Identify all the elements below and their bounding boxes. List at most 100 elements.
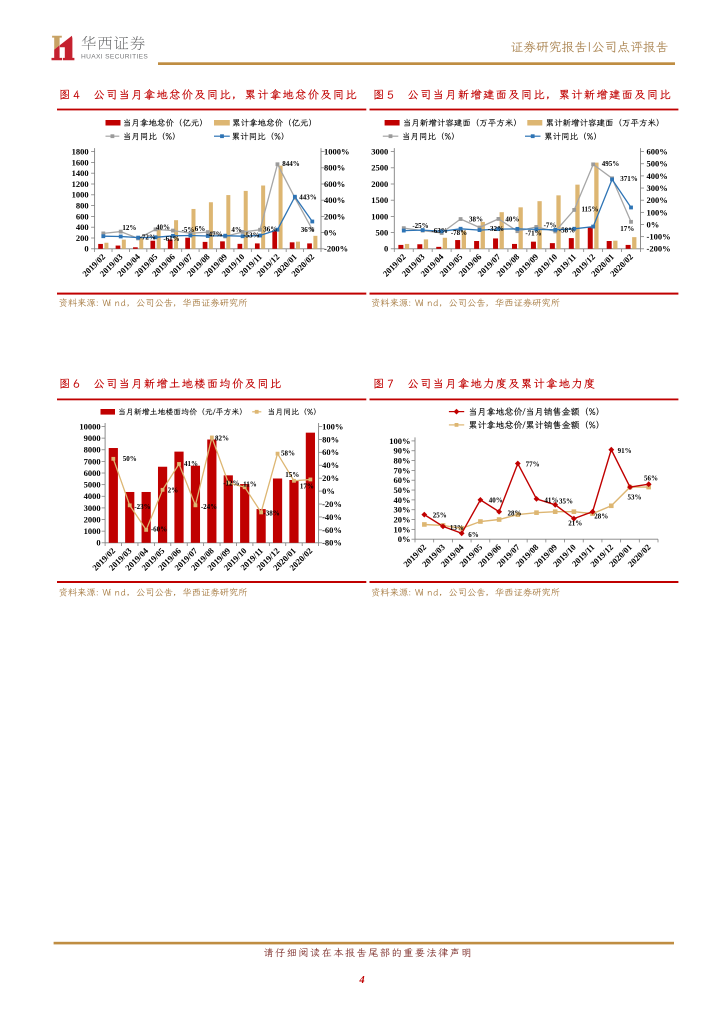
svg-text:4000: 4000 bbox=[84, 491, 101, 501]
svg-text:600: 600 bbox=[76, 211, 89, 221]
svg-text:-100%: -100% bbox=[647, 232, 671, 242]
svg-text:-58%: -58% bbox=[559, 226, 575, 234]
svg-text:2500: 2500 bbox=[371, 163, 388, 173]
svg-text:-60%: -60% bbox=[151, 526, 167, 534]
svg-text:80%: 80% bbox=[322, 434, 339, 444]
svg-text:-5%: -5% bbox=[182, 226, 195, 234]
svg-text:17%: 17% bbox=[620, 225, 634, 233]
svg-text:-38%: -38% bbox=[263, 510, 279, 518]
svg-text:28%: 28% bbox=[594, 513, 608, 521]
svg-text:495%: 495% bbox=[602, 160, 620, 168]
svg-text:20%: 20% bbox=[394, 514, 411, 524]
svg-text:800%: 800% bbox=[324, 163, 345, 173]
svg-text:-53%: -53% bbox=[243, 232, 259, 240]
svg-text:-40%: -40% bbox=[322, 512, 342, 522]
svg-text:2000: 2000 bbox=[84, 514, 101, 524]
svg-text:60%: 60% bbox=[394, 475, 411, 485]
svg-text:200%: 200% bbox=[647, 195, 668, 205]
svg-text:-78%: -78% bbox=[451, 229, 467, 237]
svg-text:50%: 50% bbox=[394, 485, 411, 495]
svg-text:443%: 443% bbox=[299, 194, 317, 202]
svg-text:53%: 53% bbox=[628, 494, 642, 502]
svg-text:6%: 6% bbox=[468, 531, 479, 539]
svg-text:1000: 1000 bbox=[84, 526, 101, 536]
svg-text:58%: 58% bbox=[281, 450, 295, 458]
svg-text:36%: 36% bbox=[301, 226, 315, 234]
svg-text:400: 400 bbox=[76, 222, 89, 232]
svg-text:-25%: -25% bbox=[412, 222, 428, 230]
svg-text:40%: 40% bbox=[505, 215, 519, 223]
svg-text:1500: 1500 bbox=[371, 195, 388, 205]
svg-text:-200%: -200% bbox=[647, 244, 671, 254]
svg-text:200: 200 bbox=[76, 233, 89, 243]
svg-text:1000%: 1000% bbox=[324, 147, 350, 157]
svg-text:13%: 13% bbox=[450, 524, 464, 532]
svg-text:6%: 6% bbox=[195, 225, 206, 233]
svg-text:-23%: -23% bbox=[134, 503, 150, 511]
svg-text:-61%: -61% bbox=[163, 235, 179, 243]
svg-text:40%: 40% bbox=[489, 497, 503, 505]
svg-text:28%: 28% bbox=[508, 510, 522, 518]
svg-text:-32%: -32% bbox=[488, 225, 504, 233]
svg-text:35%: 35% bbox=[559, 498, 573, 506]
svg-text:-80%: -80% bbox=[322, 538, 342, 548]
svg-text:36%: 36% bbox=[263, 225, 277, 233]
svg-text:91%: 91% bbox=[618, 447, 632, 455]
svg-text:40%: 40% bbox=[156, 224, 170, 232]
svg-text:70%: 70% bbox=[394, 465, 411, 475]
svg-text:2000: 2000 bbox=[371, 179, 388, 189]
svg-text:77%: 77% bbox=[526, 461, 540, 469]
svg-text:-60%: -60% bbox=[322, 525, 342, 535]
svg-text:1000: 1000 bbox=[371, 211, 388, 221]
svg-text:60%: 60% bbox=[322, 447, 339, 457]
svg-text:3000: 3000 bbox=[371, 147, 388, 157]
svg-text:800: 800 bbox=[76, 201, 89, 211]
svg-text:56%: 56% bbox=[644, 475, 658, 483]
svg-text:0: 0 bbox=[384, 244, 388, 254]
svg-text:38%: 38% bbox=[469, 215, 483, 223]
svg-text:371%: 371% bbox=[620, 175, 638, 183]
svg-text:30%: 30% bbox=[394, 505, 411, 515]
svg-text:5000: 5000 bbox=[84, 480, 101, 490]
svg-text:10000: 10000 bbox=[79, 421, 100, 431]
svg-text:80%: 80% bbox=[394, 456, 411, 466]
svg-text:7000: 7000 bbox=[84, 456, 101, 466]
svg-text:41%: 41% bbox=[184, 460, 198, 468]
svg-text:4: 4 bbox=[358, 975, 364, 986]
svg-text:15%: 15% bbox=[285, 471, 299, 479]
svg-text:6000: 6000 bbox=[84, 468, 101, 478]
svg-text:400%: 400% bbox=[324, 195, 345, 205]
svg-text:300%: 300% bbox=[647, 183, 668, 193]
svg-text:-72%: -72% bbox=[140, 234, 156, 242]
svg-text:-7%: -7% bbox=[544, 222, 557, 230]
svg-text:17%: 17% bbox=[300, 482, 314, 490]
svg-text:115%: 115% bbox=[581, 206, 598, 214]
svg-text:50%: 50% bbox=[123, 455, 137, 463]
svg-text:20%: 20% bbox=[322, 473, 339, 483]
svg-text:11%: 11% bbox=[243, 480, 257, 488]
svg-text:12%: 12% bbox=[122, 224, 136, 232]
svg-text:2%: 2% bbox=[168, 487, 179, 495]
svg-text:HUAXI SECURITIES: HUAXI SECURITIES bbox=[81, 53, 148, 60]
svg-text:100%: 100% bbox=[389, 436, 410, 446]
svg-text:82%: 82% bbox=[215, 435, 229, 443]
svg-text:-200%: -200% bbox=[324, 244, 348, 254]
svg-text:-47%: -47% bbox=[206, 230, 222, 238]
svg-text:844%: 844% bbox=[282, 160, 300, 168]
svg-text:0%: 0% bbox=[647, 219, 660, 229]
svg-text:9000: 9000 bbox=[84, 433, 101, 443]
svg-text:1200: 1200 bbox=[72, 179, 89, 189]
svg-text:-63%: -63% bbox=[431, 227, 447, 235]
svg-text:0%: 0% bbox=[322, 486, 335, 496]
svg-text:-71%: -71% bbox=[525, 229, 541, 237]
svg-text:-12%: -12% bbox=[223, 480, 239, 488]
svg-text:40%: 40% bbox=[322, 460, 339, 470]
svg-text:0: 0 bbox=[96, 538, 100, 548]
svg-text:200%: 200% bbox=[324, 211, 345, 221]
svg-text:3000: 3000 bbox=[84, 503, 101, 513]
svg-text:41%: 41% bbox=[544, 497, 558, 505]
svg-text:1600: 1600 bbox=[72, 157, 89, 167]
svg-text:400%: 400% bbox=[647, 171, 668, 181]
svg-text:8000: 8000 bbox=[84, 445, 101, 455]
svg-text:4%: 4% bbox=[231, 226, 242, 234]
